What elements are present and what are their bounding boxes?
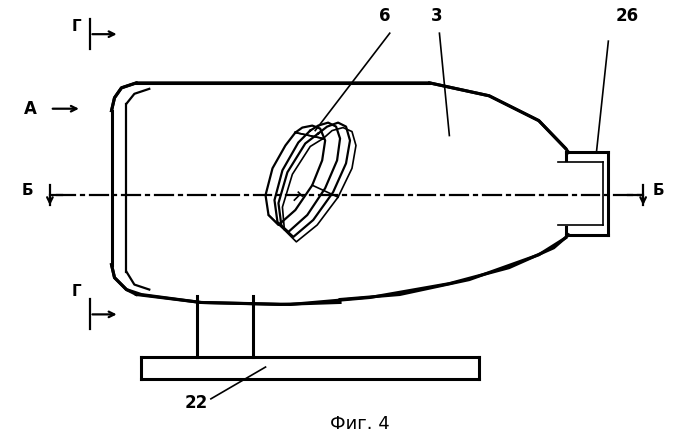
Polygon shape (278, 123, 350, 237)
Text: Б: Б (652, 183, 664, 198)
Text: Г: Г (72, 285, 82, 300)
Polygon shape (282, 127, 356, 242)
Text: 6: 6 (379, 7, 391, 25)
Polygon shape (112, 83, 608, 304)
Text: 26: 26 (615, 7, 638, 25)
Text: Г: Г (72, 19, 82, 34)
Text: А: А (24, 100, 36, 118)
Polygon shape (197, 296, 252, 357)
Text: Фиг. 4: Фиг. 4 (330, 415, 390, 433)
Text: 22: 22 (185, 394, 208, 412)
Text: 3: 3 (431, 7, 442, 25)
Polygon shape (141, 357, 480, 379)
Text: Б: Б (21, 183, 33, 198)
